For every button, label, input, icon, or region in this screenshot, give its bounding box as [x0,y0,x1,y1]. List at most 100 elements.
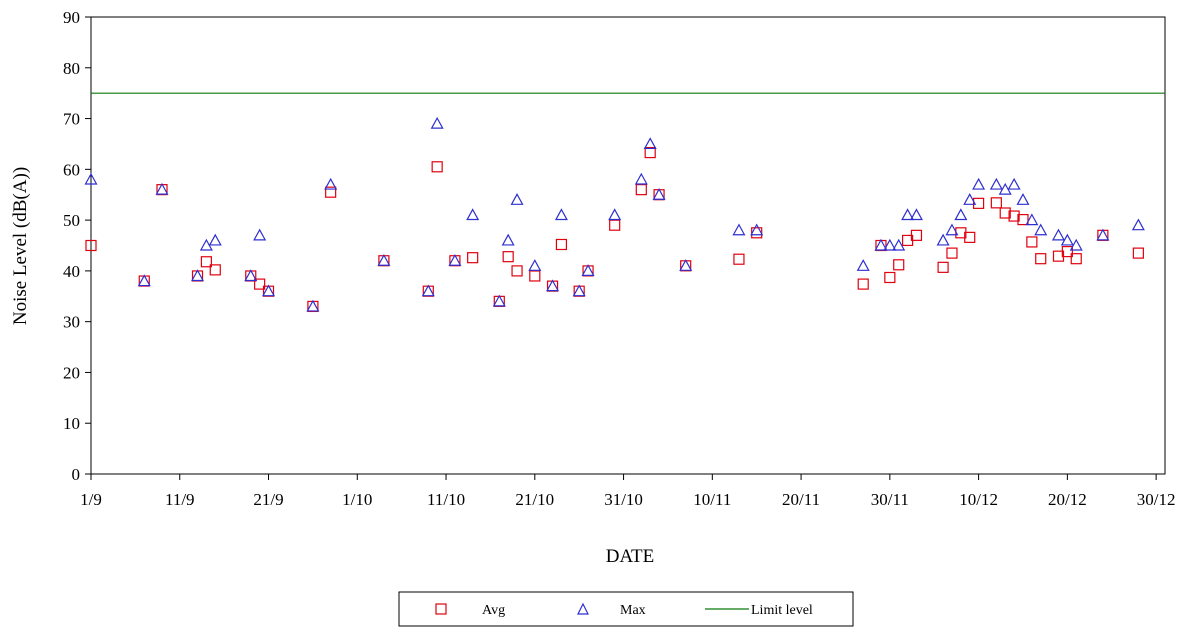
max-point [1034,223,1048,236]
avg-point [529,270,541,282]
max-point [1096,228,1110,241]
y-tick-label: 50 [63,211,80,230]
avg-point [431,161,443,173]
max-point [546,279,560,292]
avg-point [964,231,976,243]
x-tick-label: 10/11 [693,490,731,509]
x-tick-label: 31/10 [604,490,643,509]
y-tick-label: 20 [63,363,80,382]
avg-point [893,259,905,271]
avg-point [990,197,1002,209]
max-point [652,187,666,200]
max-point [306,299,320,312]
max-point [1069,238,1083,251]
max-point [421,284,435,297]
max-point [430,116,444,129]
avg-point [910,229,923,241]
x-tick-label: 1/9 [80,490,102,509]
avg-point [1132,247,1144,259]
avg-point [1061,245,1073,258]
max-point [377,253,391,266]
max-point [492,294,506,307]
y-tick-label: 0 [72,465,81,484]
max-point [954,208,968,221]
avg-point [884,271,896,284]
legend: Avg Max Limit level [398,591,854,627]
avg-point [946,247,958,259]
x-tick-label: 20/12 [1048,490,1087,509]
max-point [883,238,897,251]
legend-avg-marker [435,603,447,615]
max-point [208,233,222,246]
y-tick-label: 30 [63,313,80,332]
max-point [262,284,276,297]
max-point [528,259,542,271]
max-point [554,208,568,221]
y-tick-label: 80 [63,59,80,78]
avg-point [254,278,266,290]
max-point [1051,228,1065,241]
max-point [1131,218,1145,231]
avg-point [999,207,1011,219]
avg-point [1070,253,1082,265]
y-tick-label: 70 [63,110,80,129]
x-tick-label: 30/11 [871,490,909,509]
avg-point [609,219,621,231]
max-point [510,193,524,205]
max-point [936,233,950,246]
max-point [448,253,462,266]
max-point [679,259,693,271]
max-point [901,208,915,221]
max-point [466,208,480,221]
max-point [1025,213,1039,226]
x-tick-label: 21/10 [515,490,554,509]
avg-point [1008,210,1020,222]
max-point [324,177,338,190]
x-tick-label: 20/11 [782,490,820,509]
max-point [945,223,959,236]
max-point [972,177,986,190]
avg-point [751,227,763,239]
max-point [137,274,151,287]
max-point [963,193,977,205]
max-point [572,284,586,297]
max-point [84,172,98,185]
max-point [581,264,595,276]
max-point [608,208,622,221]
max-point [750,223,764,236]
max-point [643,137,657,150]
avg-point [1017,214,1029,226]
x-tick-label: 11/10 [427,490,465,509]
avg-point [1026,236,1038,248]
avg-point [635,184,647,196]
max-point [1060,233,1074,246]
legend-box [398,591,854,627]
y-tick-label: 40 [63,262,80,281]
max-point [1016,193,1030,205]
avg-point [85,239,97,252]
avg-point [733,253,745,265]
max-point [874,238,888,251]
legend-avg-label: Avg [482,603,505,618]
y-tick-label: 90 [63,8,80,27]
max-point [501,233,515,246]
legend-limit-label: Limit level [751,603,813,618]
max-point [244,269,258,282]
plot-area-frame [90,16,1166,475]
avg-point [972,197,985,209]
x-axis-title: DATE [606,546,655,567]
x-tick-label: 10/12 [959,490,998,509]
max-point [155,182,169,195]
max-point [732,223,746,236]
y-axis-title: Noise Level (dB(A)) [10,167,31,325]
max-point [1007,177,1021,190]
avg-point [209,264,221,276]
x-tick-label: 21/9 [253,490,283,509]
max-point [989,177,1003,190]
avg-point [937,261,949,273]
avg-point [467,252,479,264]
max-point [856,259,870,271]
avg-point [200,256,212,268]
